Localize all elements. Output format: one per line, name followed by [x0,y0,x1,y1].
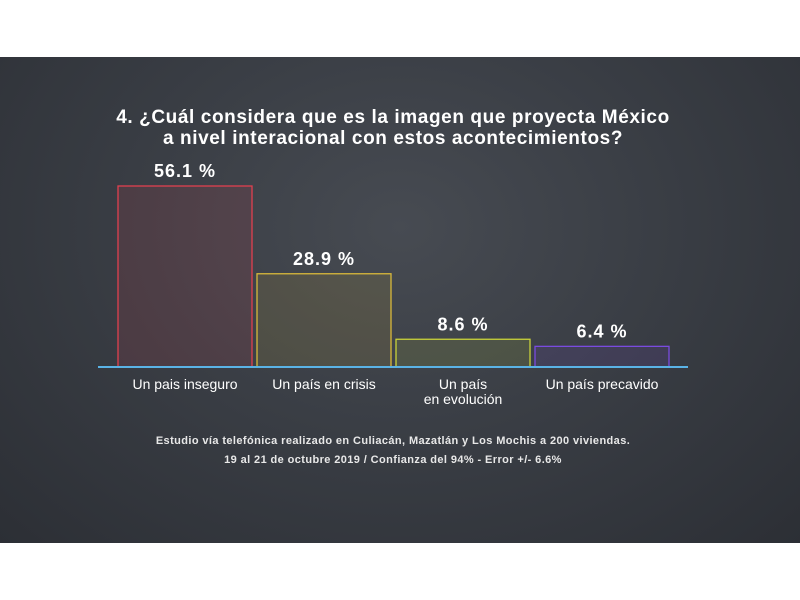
chart-title: 4. ¿Cuál considera que es la imagen que … [0,107,786,149]
value-label-3: 8.6 % [437,314,488,334]
category-label-1: Un pais inseguro [132,376,237,392]
bar-chart: 56.1 % Un pais inseguro 28.9 % Un país en c… [98,161,688,407]
footnote-line-1: Estudio vía telefónica realizado en Culi… [155,435,631,447]
bar-2 [256,273,392,368]
category-label-4: Un país precavido [546,376,659,392]
value-label-2: 28.9 % [293,249,355,269]
bar-3 [395,338,531,368]
chart-title-line-2: a nivel interacional con estos acontecim… [162,128,624,149]
bar-4 [534,345,670,368]
chart-panel: 4. ¿Cuál considera que es la imagen que … [0,57,800,543]
bar-1 [117,185,253,368]
survey-footnote: Estudio vía telefónica realizado en Culi… [0,432,786,470]
value-label-1: 56.1 % [154,161,216,181]
chart-title-line-1: 4. ¿Cuál considera que es la imagen que … [116,107,670,128]
category-label-3: Un país en evolución [424,376,503,407]
footnote-line-2: 19 al 21 de octubre 2019 / Confianza del… [224,454,562,466]
category-label-2: Un país en crisis [272,376,375,392]
value-label-4: 6.4 % [576,321,627,341]
